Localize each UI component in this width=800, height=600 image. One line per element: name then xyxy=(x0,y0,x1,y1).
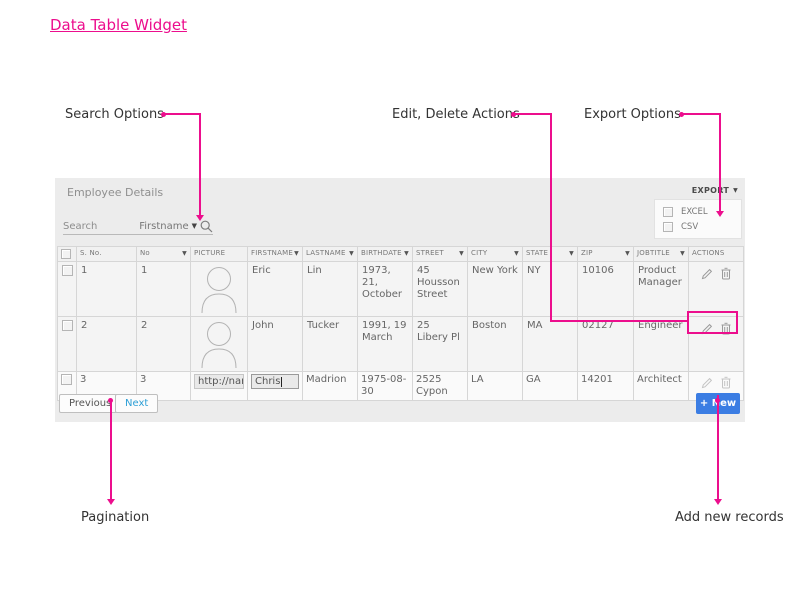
annotation-search-options: Search Options xyxy=(65,107,164,122)
col-header-jobtitle: JOBTITLE ▼ xyxy=(633,246,689,262)
page-title-link[interactable]: Data Table Widget xyxy=(50,16,187,34)
trash-icon[interactable] xyxy=(721,267,731,280)
table-row: 1 1 Eric Lin 1973, 21, October 45 Housso… xyxy=(57,261,744,317)
col-header-city: CITY ▼ xyxy=(467,246,523,262)
col-header-birthdate: BIRTHDATE ▼ xyxy=(357,246,413,262)
col-header-lastname: LASTNAME ▼ xyxy=(302,246,358,262)
actions-highlight-rect xyxy=(687,311,738,334)
column-filter-icon[interactable]: ▼ xyxy=(569,249,574,257)
annotation-line xyxy=(550,113,552,322)
search-input[interactable] xyxy=(63,220,133,232)
col-header-no: No ▼ xyxy=(136,246,191,262)
col-header-actions: ACTIONS xyxy=(688,246,744,262)
annotation-dot xyxy=(161,112,166,117)
csv-checkbox[interactable] xyxy=(663,221,673,232)
triangle-down-icon[interactable]: ▼ xyxy=(191,222,197,230)
annotation-line xyxy=(550,320,687,322)
annotation-edit-delete: Edit, Delete Actions xyxy=(392,107,520,122)
annotation-arrowhead xyxy=(714,499,722,505)
col-header-firstname: FIRSTNAME ▼ xyxy=(247,246,303,262)
annotation-dot xyxy=(108,398,113,403)
select-all-checkbox[interactable] xyxy=(61,249,71,259)
trash-icon[interactable] xyxy=(721,322,731,335)
annotation-export-options: Export Options xyxy=(584,107,681,122)
column-filter-icon[interactable]: ▼ xyxy=(404,249,409,257)
export-dropdown-panel: EXCEL CSV xyxy=(654,199,742,239)
column-filter-icon[interactable]: ▼ xyxy=(182,249,187,257)
table-row-editing: 3 3 http://nam Chris Madrion 1975-08-30 … xyxy=(57,371,744,401)
column-filter-icon[interactable]: ▼ xyxy=(625,249,630,257)
pencil-icon[interactable] xyxy=(701,267,713,280)
col-header-zip: ZIP ▼ xyxy=(577,246,634,262)
annotation-dot xyxy=(511,112,516,117)
column-filter-icon[interactable]: ▼ xyxy=(680,249,685,257)
widget-title: Employee Details xyxy=(67,186,164,199)
export-option-label: EXCEL xyxy=(681,206,708,217)
annotation-line xyxy=(164,113,201,115)
annotation-add-new-records: Add new records xyxy=(675,510,784,525)
annotation-line xyxy=(682,113,720,115)
export-dropdown-toggle[interactable]: EXPORT ▼ xyxy=(692,186,738,195)
annotation-line xyxy=(514,113,551,115)
col-header-picture: PICTURE xyxy=(190,246,248,262)
next-button[interactable]: Next xyxy=(115,394,159,413)
export-label: EXPORT xyxy=(691,186,730,195)
annotation-line xyxy=(717,395,719,500)
row-checkbox[interactable] xyxy=(61,374,72,385)
search-bar: Firstname ▼ xyxy=(63,218,213,235)
annotation-arrowhead xyxy=(196,215,204,221)
column-filter-icon[interactable]: ▼ xyxy=(294,249,299,257)
table-row: 2 2 John Tucker 1991, 19 March 25 Libery… xyxy=(57,316,744,372)
annotation-pagination: Pagination xyxy=(81,510,150,525)
annotation-line xyxy=(719,113,721,212)
annotation-line xyxy=(199,113,201,216)
annotation-line xyxy=(110,402,112,500)
column-filter-icon[interactable]: ▼ xyxy=(349,249,354,257)
previous-button[interactable]: Previous xyxy=(59,394,122,413)
annotation-arrowhead xyxy=(716,211,724,217)
row-checkbox[interactable] xyxy=(62,320,73,331)
excel-checkbox[interactable] xyxy=(663,206,673,217)
table-header-row: S. No. No ▼ PICTURE FIRSTNAME ▼ LASTNAME ▼ … xyxy=(57,246,744,262)
search-filter-field[interactable]: Firstname xyxy=(139,220,189,232)
annotation-dot xyxy=(679,112,684,117)
picture-url-input[interactable]: http://nam xyxy=(194,374,244,389)
export-option-csv[interactable]: CSV xyxy=(663,221,733,232)
person-avatar-icon xyxy=(195,320,243,368)
column-filter-icon[interactable]: ▼ xyxy=(459,249,464,257)
pencil-icon[interactable] xyxy=(701,376,713,389)
data-table-widget: Employee Details EXPORT ▼ EXCEL CSV Firs… xyxy=(55,178,745,422)
magnifier-icon[interactable] xyxy=(200,220,213,233)
triangle-down-icon: ▼ xyxy=(733,187,738,194)
export-option-excel[interactable]: EXCEL xyxy=(663,206,733,217)
trash-icon[interactable] xyxy=(721,376,731,389)
firstname-input[interactable]: Chris xyxy=(251,374,299,389)
annotation-arrowhead xyxy=(107,499,115,505)
person-avatar-icon xyxy=(195,265,243,313)
employee-table: S. No. No ▼ PICTURE FIRSTNAME ▼ LASTNAME ▼ … xyxy=(57,246,744,401)
text-caret xyxy=(281,376,283,387)
row-checkbox[interactable] xyxy=(62,265,73,276)
col-header-street: STREET ▼ xyxy=(412,246,468,262)
column-filter-icon[interactable]: ▼ xyxy=(514,249,519,257)
col-header-sno: S. No. xyxy=(76,246,137,262)
export-option-label: CSV xyxy=(681,221,699,232)
